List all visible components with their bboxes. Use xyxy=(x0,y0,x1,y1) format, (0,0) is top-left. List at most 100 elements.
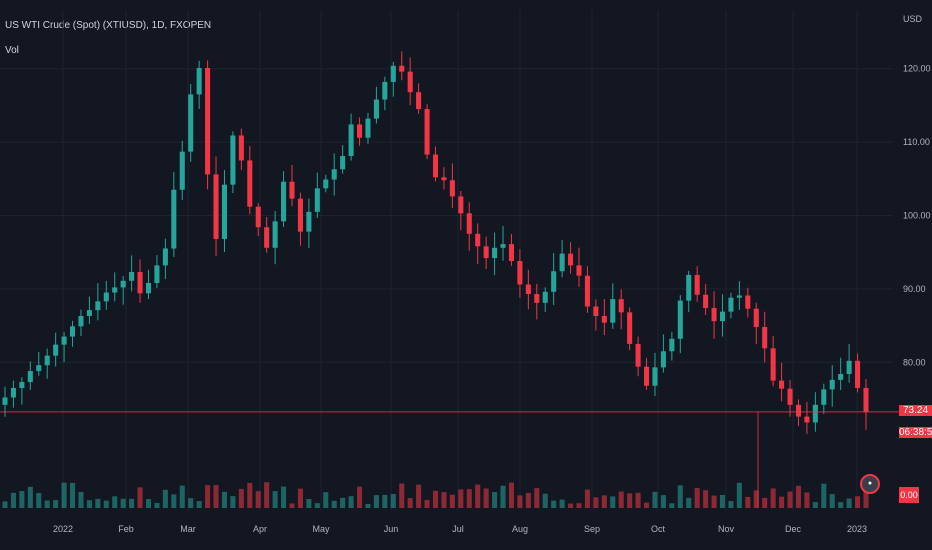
candle-body xyxy=(568,253,574,266)
volume-bar xyxy=(728,501,734,508)
candle-body xyxy=(601,316,607,323)
volume-bar xyxy=(69,482,76,508)
x-tick-label: Dec xyxy=(785,524,802,534)
volume-bar xyxy=(846,498,852,508)
candle-body xyxy=(475,233,481,247)
volume-bar xyxy=(652,491,658,508)
candle-body xyxy=(576,265,582,276)
candle-body xyxy=(112,287,118,293)
candle-body xyxy=(264,227,270,248)
candle-body xyxy=(154,265,160,283)
candle-body xyxy=(593,306,599,317)
candle-body xyxy=(660,351,666,368)
candle-body xyxy=(500,244,506,248)
candle-body xyxy=(492,247,498,259)
candle-body xyxy=(188,94,194,152)
candle-body xyxy=(306,211,312,232)
volume-bar xyxy=(821,483,827,508)
candle-body xyxy=(390,65,396,82)
volume-bar xyxy=(804,492,810,508)
candle-body xyxy=(36,365,42,372)
volume-bar xyxy=(542,493,548,508)
volume-bar xyxy=(568,503,574,508)
volume-bar xyxy=(145,499,152,508)
x-tick-label: Sep xyxy=(584,524,600,534)
candle-body xyxy=(137,271,143,294)
volume-bar xyxy=(162,489,168,508)
chart-title: US WTI Crude (Spot) (XTIUSD), 1D, FXOPEN xyxy=(5,20,212,31)
x-tick-label: May xyxy=(312,524,330,534)
volume-bar xyxy=(441,492,447,508)
volume-bar xyxy=(36,493,42,508)
volume-bar xyxy=(137,487,143,508)
volume-bar xyxy=(390,494,396,508)
candle-body xyxy=(821,389,827,405)
candle-body xyxy=(424,109,430,155)
volume-bar xyxy=(492,492,498,508)
candle-body xyxy=(289,181,295,199)
volume-bar xyxy=(348,496,354,508)
candle-body xyxy=(162,248,168,266)
candle-body xyxy=(812,404,818,423)
volume-bar xyxy=(365,503,371,508)
candle-body xyxy=(762,327,768,349)
y-tick-label: 110.00 xyxy=(903,137,930,147)
volume-bar xyxy=(576,503,582,508)
candle-body xyxy=(272,221,278,248)
candle-body xyxy=(171,189,177,249)
volume-bar xyxy=(677,485,683,508)
volume-bar xyxy=(221,491,228,508)
candle-body xyxy=(795,404,802,417)
volume-bar xyxy=(103,500,109,508)
candle-body xyxy=(331,169,337,180)
candle-body xyxy=(635,343,641,367)
volume-bar xyxy=(500,485,506,508)
candle-body xyxy=(44,355,50,366)
candle-body xyxy=(238,135,244,161)
x-tick-label: Feb xyxy=(118,524,134,534)
candle-body xyxy=(255,206,261,228)
candle-body xyxy=(230,135,236,185)
candle-body xyxy=(373,99,379,119)
candle-body xyxy=(61,336,67,345)
candle-body xyxy=(804,416,810,423)
candle-body xyxy=(694,274,700,295)
candle-body xyxy=(407,71,413,93)
candle-body xyxy=(719,311,726,322)
volume-bar xyxy=(449,494,455,508)
volume-bar xyxy=(196,501,202,508)
candle-body xyxy=(213,174,219,239)
candle-body xyxy=(652,367,658,386)
last-price-tag: 73.24 xyxy=(899,405,932,416)
currency-label: USD xyxy=(903,14,923,24)
volume-bar xyxy=(281,486,287,508)
countdown-tag: 06:38:50 xyxy=(899,427,932,438)
candle-body xyxy=(669,338,675,352)
volume-bar xyxy=(745,496,751,508)
candle-body xyxy=(449,180,455,197)
volume-bar xyxy=(711,495,717,508)
x-tick-label: Jul xyxy=(452,524,464,534)
candle-body xyxy=(779,380,785,389)
volume-bar xyxy=(795,485,802,508)
volume-bar xyxy=(517,495,523,508)
volume-bar xyxy=(584,489,590,508)
volume-bar xyxy=(660,495,666,508)
alert-icon[interactable]: ● xyxy=(860,474,880,494)
volume-bar xyxy=(475,484,481,508)
candle-body xyxy=(314,188,320,212)
volume-bar xyxy=(314,503,320,508)
candle-body xyxy=(19,382,25,388)
volume-bar xyxy=(829,494,835,508)
candle-body xyxy=(179,151,185,190)
volume-bar xyxy=(736,482,742,508)
candle-body xyxy=(297,198,303,232)
candle-body xyxy=(728,297,734,312)
volume-bar xyxy=(331,500,337,508)
volume-bar xyxy=(551,500,557,508)
candle-body xyxy=(399,65,405,72)
candle-body xyxy=(643,366,650,386)
volume-bar xyxy=(297,488,303,508)
volume-bar xyxy=(466,489,472,508)
